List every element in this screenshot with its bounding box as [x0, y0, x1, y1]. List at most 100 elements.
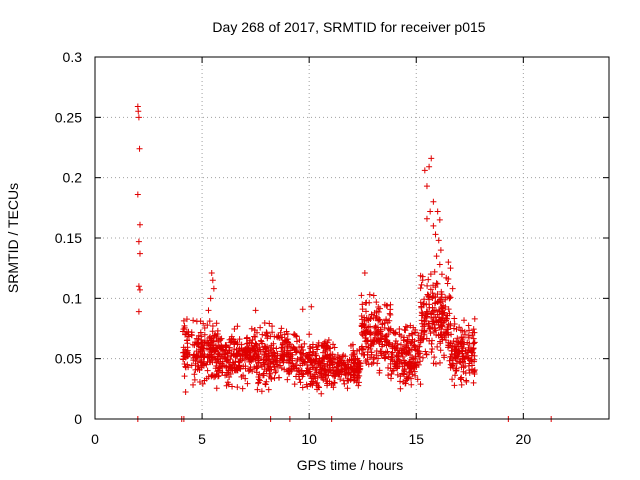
data-point [432, 231, 439, 238]
data-point [207, 295, 214, 302]
data-point [281, 331, 288, 338]
data-point [430, 318, 437, 325]
data-point [453, 326, 460, 333]
data-point [255, 360, 262, 367]
data-point [436, 359, 443, 366]
data-point [471, 315, 478, 322]
data-point [322, 348, 329, 355]
data-point [395, 353, 402, 360]
data-point [451, 382, 458, 389]
data-point [312, 367, 319, 374]
data-point [234, 384, 241, 391]
data-point [331, 379, 338, 386]
data-point [185, 353, 192, 360]
data-point [401, 357, 408, 364]
data-point [447, 361, 454, 368]
data-point [264, 335, 271, 342]
data-point [326, 354, 333, 361]
data-point [260, 372, 267, 379]
data-point [246, 367, 253, 374]
data-point [351, 351, 358, 358]
data-point [400, 378, 407, 385]
data-point [179, 328, 186, 335]
data-point [284, 376, 291, 383]
data-point [213, 320, 220, 327]
data-point [188, 332, 195, 339]
data-point [361, 317, 368, 324]
data-point [299, 357, 306, 364]
data-point [363, 308, 370, 315]
data-point [442, 330, 449, 337]
data-point [220, 351, 227, 358]
data-point [404, 362, 411, 369]
data-point [398, 350, 405, 357]
data-point [376, 316, 383, 323]
data-point [376, 367, 383, 374]
data-point [424, 291, 431, 298]
data-point [363, 327, 370, 334]
data-point [237, 352, 244, 359]
data-point [209, 277, 216, 284]
data-point [201, 377, 208, 384]
data-point [204, 367, 211, 374]
data-point [344, 375, 351, 382]
data-point [241, 357, 248, 364]
data-point [375, 317, 382, 324]
data-point [322, 338, 329, 345]
data-point [415, 361, 422, 368]
data-point [204, 352, 211, 359]
data-point [214, 356, 221, 363]
data-point [261, 351, 268, 358]
data-point [451, 321, 458, 328]
data-point [461, 331, 468, 338]
data-point [218, 346, 225, 353]
data-point [418, 304, 425, 311]
data-point [386, 339, 393, 346]
data-point [188, 362, 195, 369]
data-point [337, 366, 344, 373]
data-point [135, 114, 142, 121]
data-point [397, 341, 404, 348]
data-point [426, 163, 433, 170]
data-point [430, 222, 437, 229]
data-point [335, 371, 342, 378]
data-point [445, 326, 452, 333]
data-point [471, 339, 478, 346]
data-point [394, 371, 401, 378]
data-point [214, 368, 221, 375]
data-point [223, 382, 230, 389]
data-point [451, 348, 458, 355]
data-point [242, 375, 249, 382]
data-point [422, 348, 429, 355]
data-point [246, 358, 253, 365]
data-point [181, 361, 188, 368]
data-point [326, 378, 333, 385]
data-point [376, 340, 383, 347]
data-point [451, 315, 458, 322]
data-point [285, 367, 292, 374]
data-point [431, 300, 438, 307]
data-point [421, 321, 428, 328]
data-point [387, 306, 394, 313]
data-point [394, 353, 401, 360]
data-point [201, 325, 208, 332]
data-point [361, 352, 368, 359]
data-point [429, 304, 436, 311]
data-point [458, 334, 465, 341]
data-point [256, 371, 263, 378]
data-point [410, 324, 417, 331]
data-point [272, 367, 279, 374]
x-tick-label: 10 [301, 431, 317, 447]
data-point [278, 348, 285, 355]
data-point [371, 324, 378, 331]
data-point [447, 340, 454, 347]
data-point [359, 316, 366, 323]
data-point [286, 340, 293, 347]
data-point [435, 306, 442, 313]
y-tick-label: 0.3 [63, 49, 83, 65]
data-point [322, 367, 329, 374]
data-point [392, 338, 399, 345]
x-axis-label: GPS time / hours [297, 457, 404, 473]
data-point [265, 386, 272, 393]
data-point [364, 328, 371, 335]
